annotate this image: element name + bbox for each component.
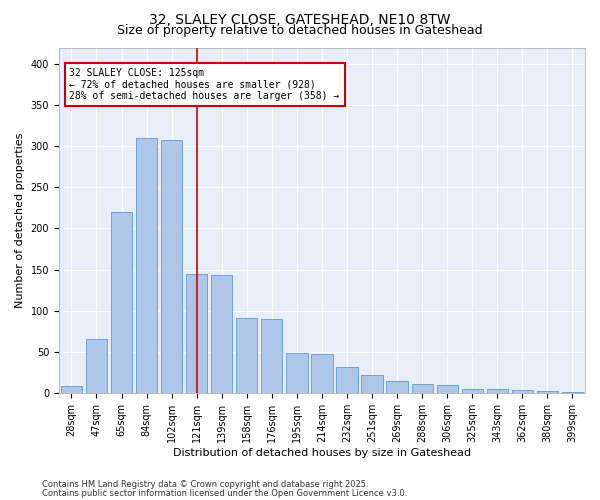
Bar bbox=[437, 384, 458, 393]
Text: 32 SLALEY CLOSE: 125sqm
← 72% of detached houses are smaller (928)
28% of semi-d: 32 SLALEY CLOSE: 125sqm ← 72% of detache… bbox=[70, 68, 340, 102]
Bar bbox=[337, 366, 358, 393]
Text: Size of property relative to detached houses in Gateshead: Size of property relative to detached ho… bbox=[117, 24, 483, 37]
Bar bbox=[412, 384, 433, 393]
Y-axis label: Number of detached properties: Number of detached properties bbox=[15, 132, 25, 308]
Bar bbox=[236, 318, 257, 393]
Bar bbox=[61, 386, 82, 393]
Bar bbox=[186, 274, 208, 393]
Text: Contains public sector information licensed under the Open Government Licence v3: Contains public sector information licen… bbox=[42, 488, 407, 498]
Text: Contains HM Land Registry data © Crown copyright and database right 2025.: Contains HM Land Registry data © Crown c… bbox=[42, 480, 368, 489]
Bar bbox=[111, 212, 132, 393]
Bar bbox=[562, 392, 583, 393]
Bar bbox=[461, 388, 483, 393]
Bar bbox=[211, 276, 232, 393]
Bar bbox=[161, 140, 182, 393]
Bar bbox=[86, 340, 107, 393]
Bar bbox=[136, 138, 157, 393]
Bar bbox=[512, 390, 533, 393]
Bar bbox=[286, 354, 308, 393]
Bar bbox=[311, 354, 332, 393]
Bar bbox=[261, 319, 283, 393]
Bar bbox=[386, 382, 408, 393]
Bar bbox=[487, 388, 508, 393]
Bar bbox=[537, 391, 558, 393]
Bar bbox=[361, 375, 383, 393]
X-axis label: Distribution of detached houses by size in Gateshead: Distribution of detached houses by size … bbox=[173, 448, 471, 458]
Text: 32, SLALEY CLOSE, GATESHEAD, NE10 8TW: 32, SLALEY CLOSE, GATESHEAD, NE10 8TW bbox=[149, 12, 451, 26]
